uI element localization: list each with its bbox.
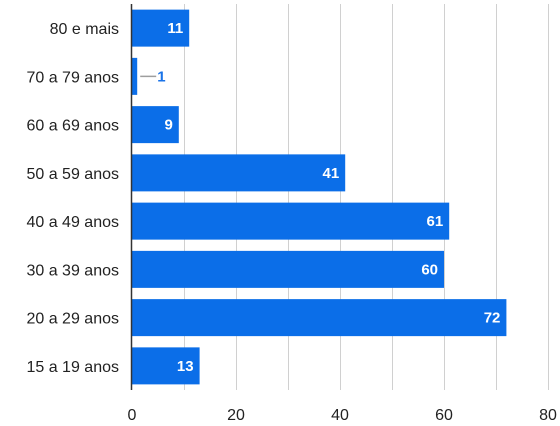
bar	[132, 299, 507, 337]
x-tick-label: 40	[331, 407, 349, 424]
category-label: 15 a 19 anos	[26, 359, 119, 376]
x-tick-labels: 0 20 40 60 80	[128, 407, 557, 424]
bar-value-label: 60	[421, 261, 438, 278]
bar-value-label: 1	[157, 68, 165, 85]
bar-value-label: 41	[323, 165, 340, 182]
category-label: 30 a 39 anos	[26, 262, 119, 279]
category-label: 40 a 49 anos	[26, 214, 119, 231]
category-label: 50 a 59 anos	[26, 166, 119, 183]
bar	[132, 154, 346, 192]
bar-value-label: 9	[164, 117, 172, 134]
category-label: 80 e mais	[50, 21, 119, 38]
category-label: 60 a 69 anos	[26, 118, 119, 135]
bar-value-label: 61	[427, 213, 444, 230]
bar	[132, 57, 138, 95]
category-label: 70 a 79 anos	[26, 69, 119, 86]
x-tick-label: 0	[128, 407, 137, 424]
bar-value-label: 13	[177, 358, 194, 375]
category-label: 20 a 29 anos	[26, 311, 119, 328]
bar	[132, 250, 444, 288]
x-tick-label: 60	[435, 407, 453, 424]
bar-value-label: 11	[167, 20, 183, 37]
category-labels: 80 e mais 70 a 79 anos 60 a 69 anos 50 a 59…	[26, 21, 119, 376]
bar-value-label: 72	[484, 310, 501, 327]
x-tick-label: 20	[227, 407, 245, 424]
bar	[132, 9, 190, 47]
bar	[132, 106, 179, 144]
x-tick-label: 80	[539, 407, 557, 424]
bar	[132, 202, 450, 240]
gridlines	[184, 4, 549, 390]
bar	[132, 347, 200, 385]
